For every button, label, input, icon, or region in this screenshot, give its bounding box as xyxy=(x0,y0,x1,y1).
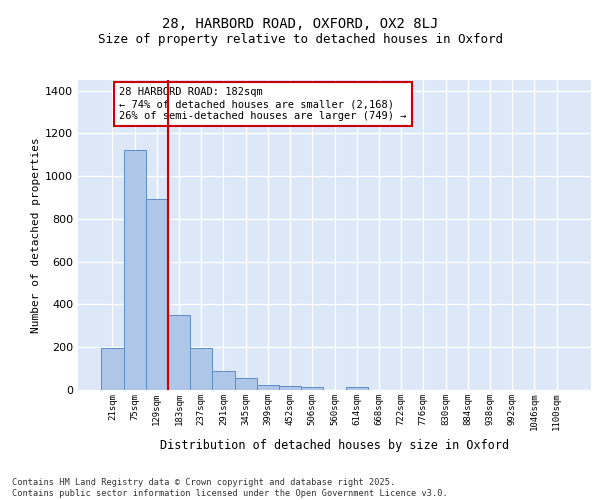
Bar xyxy=(146,199,168,390)
Bar xyxy=(101,348,124,390)
Text: 28, HARBORD ROAD, OXFORD, OX2 8LJ: 28, HARBORD ROAD, OXFORD, OX2 8LJ xyxy=(162,18,438,32)
Bar xyxy=(124,150,146,390)
X-axis label: Distribution of detached houses by size in Oxford: Distribution of detached houses by size … xyxy=(160,438,509,452)
Bar xyxy=(346,387,368,390)
Text: Size of property relative to detached houses in Oxford: Size of property relative to detached ho… xyxy=(97,32,503,46)
Bar xyxy=(190,348,212,390)
Bar xyxy=(301,387,323,390)
Bar xyxy=(212,371,235,390)
Bar xyxy=(235,378,257,390)
Bar xyxy=(257,386,279,390)
Y-axis label: Number of detached properties: Number of detached properties xyxy=(31,137,41,333)
Bar xyxy=(279,386,301,390)
Bar xyxy=(168,314,190,390)
Text: Contains HM Land Registry data © Crown copyright and database right 2025.
Contai: Contains HM Land Registry data © Crown c… xyxy=(12,478,448,498)
Text: 28 HARBORD ROAD: 182sqm
← 74% of detached houses are smaller (2,168)
26% of semi: 28 HARBORD ROAD: 182sqm ← 74% of detache… xyxy=(119,88,407,120)
